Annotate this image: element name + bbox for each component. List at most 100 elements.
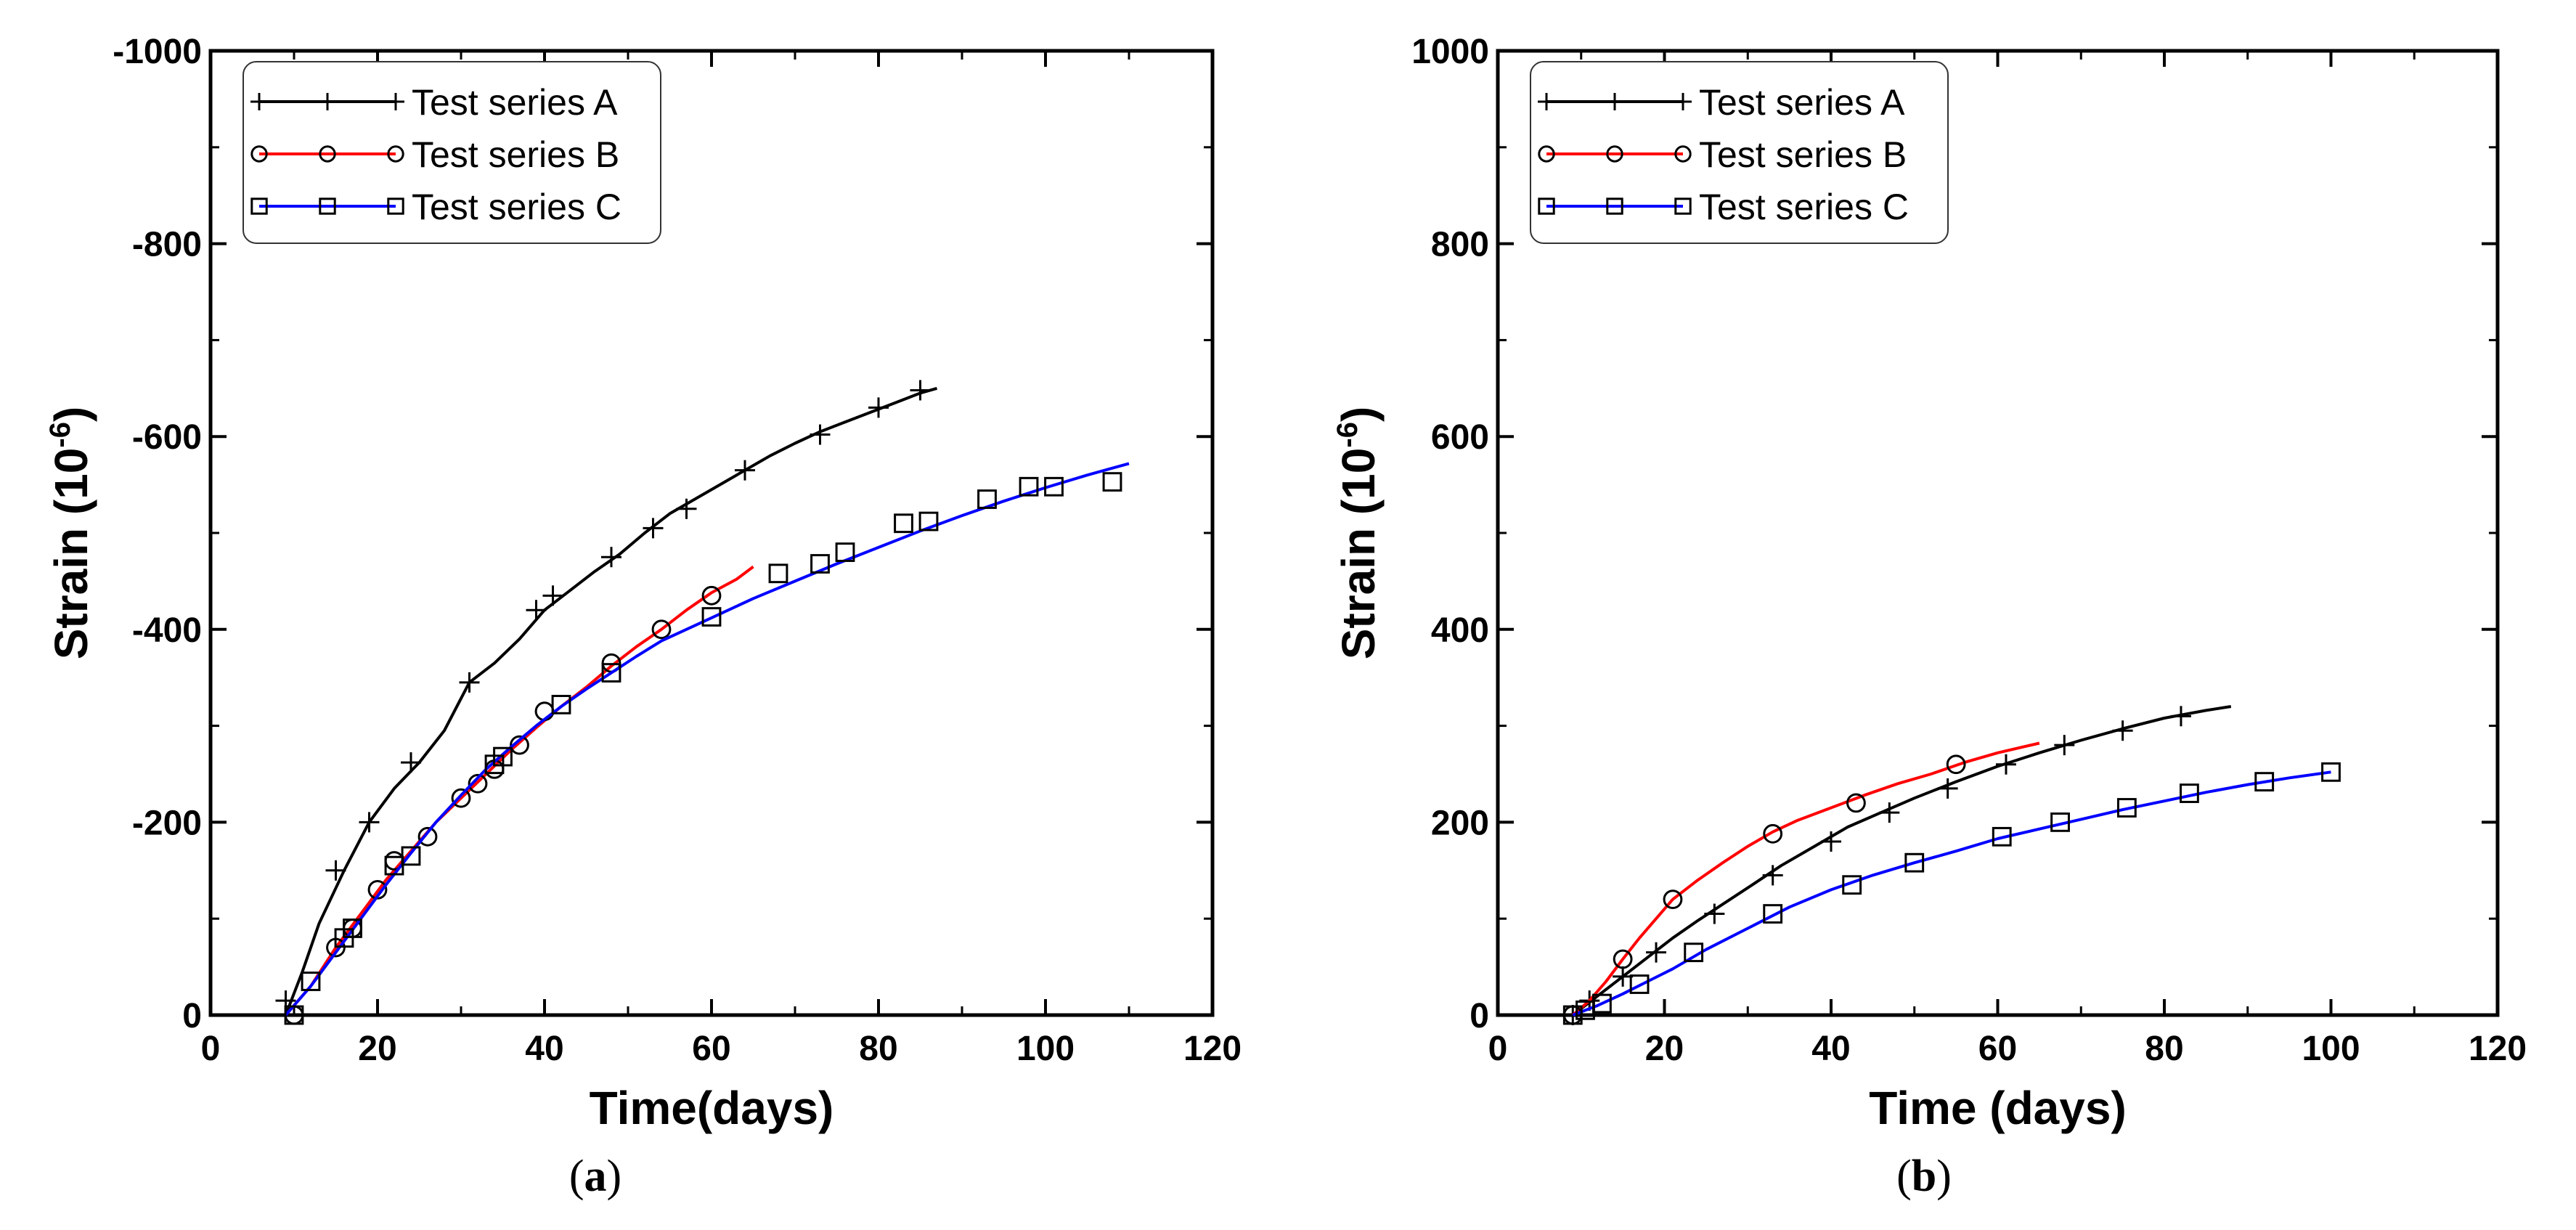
marker-circle bbox=[468, 773, 488, 794]
marker-circle bbox=[250, 145, 268, 163]
y-tick-label: -800 bbox=[132, 226, 202, 264]
y-tick-label: 800 bbox=[1431, 226, 1489, 264]
marker-square bbox=[284, 1005, 304, 1025]
legend-entry: Test series B bbox=[1538, 134, 1907, 175]
marker-square bbox=[2116, 798, 2137, 818]
marker-circle bbox=[451, 788, 471, 808]
y-tick-label: -600 bbox=[132, 418, 202, 457]
legend-entry: Test series C bbox=[1538, 187, 1909, 227]
x-tick-label: 100 bbox=[1016, 1030, 1075, 1068]
legend-label: Test series C bbox=[1699, 187, 1909, 227]
marker-square bbox=[1992, 826, 2012, 847]
marker-square bbox=[1629, 974, 1650, 994]
x-tick-label: 40 bbox=[525, 1030, 563, 1068]
x-tick-label: 60 bbox=[692, 1030, 730, 1068]
marker-square bbox=[1019, 476, 1039, 497]
y-axis-label: Strain (10-6) bbox=[44, 407, 97, 660]
legend-entry: Test series A bbox=[250, 82, 618, 123]
series-test-series-b bbox=[284, 565, 754, 1025]
series-line bbox=[284, 462, 1130, 1017]
marker-square bbox=[701, 607, 722, 627]
marker-square bbox=[2254, 772, 2275, 792]
x-tick-label: 100 bbox=[2302, 1030, 2360, 1068]
y-tick-label: -1000 bbox=[113, 33, 202, 71]
marker-square bbox=[301, 972, 321, 991]
y-axis-label: Strain (10-6) bbox=[1332, 407, 1385, 660]
series-test-series-b bbox=[1562, 741, 2040, 1025]
marker-square bbox=[1102, 472, 1122, 492]
panel-caption: (b) bbox=[1896, 1152, 1952, 1201]
marker-circle bbox=[534, 701, 555, 722]
x-tick-label: 120 bbox=[2469, 1030, 2527, 1068]
x-axis-label: Time (days) bbox=[1869, 1082, 2127, 1134]
series-line bbox=[284, 386, 938, 1016]
legend-entry: Test series B bbox=[250, 134, 619, 175]
x-axis-label: Time(days) bbox=[590, 1082, 834, 1134]
y-tick-label: 0 bbox=[182, 997, 202, 1035]
x-tick-label: 80 bbox=[2145, 1030, 2183, 1068]
marker-circle bbox=[651, 619, 672, 640]
marker-square bbox=[810, 554, 830, 574]
x-tick-label: 0 bbox=[1488, 1030, 1508, 1068]
marker-circle bbox=[387, 145, 404, 163]
legend-label: Test series B bbox=[1699, 134, 1907, 175]
marker-square bbox=[343, 919, 362, 938]
x-tick-label: 20 bbox=[1645, 1030, 1684, 1068]
marker-square bbox=[835, 542, 855, 562]
marker-circle bbox=[1674, 145, 1692, 163]
marker-square bbox=[918, 511, 939, 531]
legend-box bbox=[242, 61, 661, 244]
marker-square bbox=[1904, 852, 1925, 873]
marker-square bbox=[1592, 993, 1612, 1014]
marker-circle bbox=[319, 145, 336, 163]
marker-square bbox=[894, 513, 913, 534]
x-tick-label: 0 bbox=[201, 1030, 221, 1068]
legend-entry: Test series C bbox=[250, 187, 621, 227]
marker-square bbox=[2180, 783, 2199, 803]
series-test-series-a bbox=[1562, 705, 2232, 1025]
marker-square bbox=[1044, 476, 1064, 497]
x-tick-label: 40 bbox=[1811, 1030, 1850, 1068]
marker-circle bbox=[1606, 145, 1623, 163]
y-tick-label: 600 bbox=[1431, 418, 1489, 457]
marker-square bbox=[1684, 942, 1704, 963]
marker-square bbox=[1763, 904, 1783, 924]
legend-label: Test series C bbox=[412, 187, 621, 227]
marker-square bbox=[250, 197, 268, 215]
marker-square bbox=[2050, 812, 2070, 832]
x-tick-label: 20 bbox=[358, 1030, 396, 1068]
marker-square bbox=[977, 489, 997, 509]
legend: Test series A Test series B Test series C bbox=[1530, 61, 1949, 244]
marker-circle bbox=[1538, 145, 1555, 163]
legend-box bbox=[1530, 61, 1949, 244]
series-test-series-c bbox=[284, 462, 1130, 1025]
marker-square bbox=[387, 197, 404, 215]
marker-square bbox=[551, 694, 571, 714]
marker-circle bbox=[1946, 754, 1966, 775]
legend-entry: Test series A bbox=[1538, 82, 1905, 123]
marker-square bbox=[1562, 1005, 1583, 1025]
marker-square bbox=[493, 746, 513, 767]
marker-circle bbox=[1763, 823, 1783, 844]
x-tick-label: 120 bbox=[1183, 1030, 1242, 1068]
series-test-series-c bbox=[1562, 762, 2341, 1025]
marker-circle bbox=[1846, 793, 1866, 813]
y-tick-label: 200 bbox=[1431, 804, 1489, 842]
y-tick-label: 1000 bbox=[1411, 33, 1489, 71]
marker-square bbox=[1606, 197, 1623, 215]
marker-square bbox=[1538, 197, 1555, 215]
series-line bbox=[1572, 770, 2331, 1017]
legend-label: Test series A bbox=[1699, 82, 1905, 123]
marker-square bbox=[319, 197, 336, 215]
marker-circle bbox=[1613, 949, 1633, 969]
marker-square bbox=[1674, 197, 1692, 215]
x-tick-label: 60 bbox=[1978, 1030, 2017, 1068]
marker-square bbox=[768, 563, 788, 584]
chart-panel-b: 0 20 40 60 80 100 120 0 200 400 600 800 1000 Time (da… bbox=[1332, 33, 2527, 1201]
marker-circle bbox=[1663, 889, 1683, 910]
y-tick-label: -200 bbox=[132, 804, 202, 842]
y-tick-label: 400 bbox=[1431, 611, 1489, 650]
marker-square bbox=[1842, 875, 1862, 895]
legend: Test series A Test series B Test series C bbox=[242, 61, 661, 244]
